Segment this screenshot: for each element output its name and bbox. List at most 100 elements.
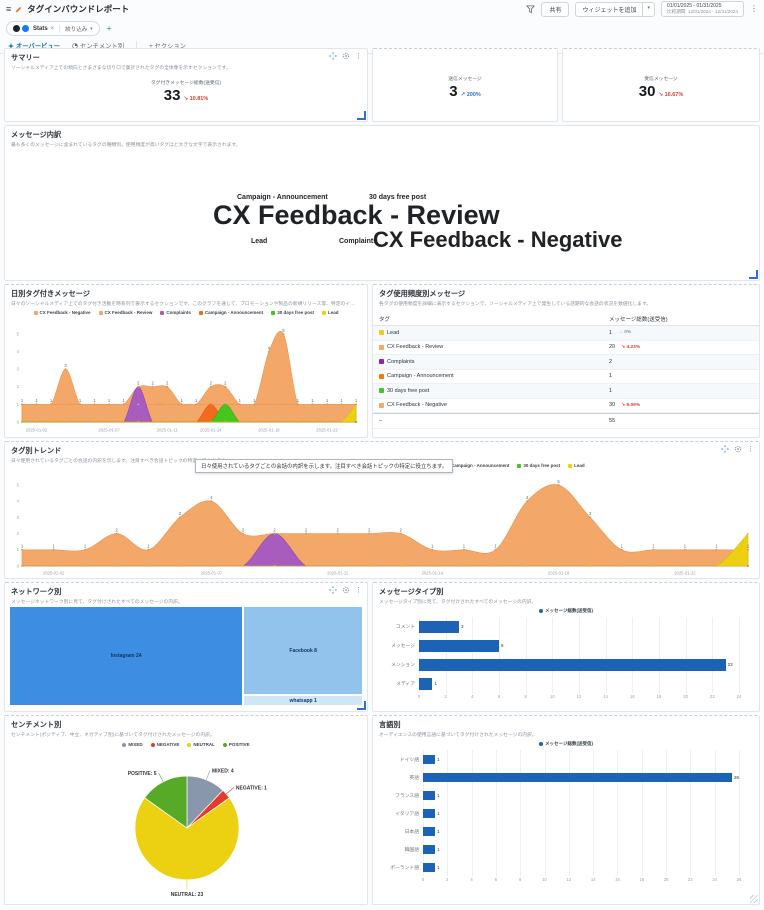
bar[interactable] <box>423 826 436 836</box>
pie-slice-positive[interactable] <box>144 775 188 829</box>
gear-icon[interactable] <box>734 445 742 453</box>
add-widget-button[interactable]: ウィジェットを追加 ▾ <box>575 1 655 17</box>
resize-handle[interactable] <box>749 270 758 279</box>
bar-value-label: 26 <box>733 774 739 780</box>
summary-widget: サマリー ソーシャルメディア上での傾向とさまざまな切り口で集計されたタグの全体像… <box>4 48 368 122</box>
legend-item[interactable]: Lead <box>321 310 338 315</box>
legend-swatch <box>517 463 522 468</box>
filter-icon[interactable] <box>526 4 536 14</box>
move-icon[interactable] <box>329 586 337 594</box>
legend-item[interactable]: CX Feedback - Negative <box>33 310 91 315</box>
svg-text:1: 1 <box>195 398 198 403</box>
svg-text:4: 4 <box>210 495 213 500</box>
bar-category-label: コメント <box>395 625 415 630</box>
tag-color-swatch <box>379 373 384 379</box>
network-widget: ネットワーク別 メッセージネットワーク別に見て、タグ付けされたすべてのメッセージ… <box>4 582 368 712</box>
legend-item[interactable]: MIXED <box>122 742 143 747</box>
move-icon[interactable] <box>721 445 729 453</box>
legend-item[interactable]: POSITIVE <box>222 742 250 747</box>
legend-item[interactable]: Complaints <box>160 310 191 315</box>
svg-text:1: 1 <box>21 544 24 549</box>
chevron-down-icon[interactable]: ▾ <box>642 2 654 16</box>
move-icon[interactable] <box>329 52 337 60</box>
gear-icon[interactable] <box>342 586 350 594</box>
table-row[interactable]: CX Feedback - Negative 30 ↘ 9.09% <box>373 399 759 413</box>
metric-value: 33 <box>163 87 181 104</box>
gear-icon[interactable] <box>342 52 350 60</box>
bar[interactable] <box>423 862 436 872</box>
svg-text:4: 4 <box>17 349 20 354</box>
svg-text:1: 1 <box>17 547 20 552</box>
resize-handle[interactable] <box>357 701 366 710</box>
table-row[interactable]: CX Feedback - Review 20 ↘ 4.23% <box>373 341 759 355</box>
panel-title: サマリー <box>11 53 40 62</box>
legend-item[interactable]: メッセージ総数(送受信) <box>539 608 593 614</box>
legend-item[interactable]: NEUTRAL <box>187 742 215 747</box>
treemap-tile-whatsapp[interactable]: whatsapp 1 <box>244 696 362 705</box>
bar[interactable] <box>419 658 726 671</box>
legend-item[interactable]: Lead <box>568 463 585 468</box>
legend-item[interactable]: Campaign - Announcement <box>198 310 263 315</box>
date-range-picker[interactable]: 01/01/2025 - 01/31/2025 比較期間: 12/01/2024… <box>661 0 744 18</box>
tag-name: Campaign - Announcement <box>387 373 454 380</box>
svg-text:1: 1 <box>50 398 53 403</box>
svg-text:2025-01-22: 2025-01-22 <box>674 571 696 576</box>
metric-label: 受信メッセージ <box>644 77 678 82</box>
panel-title: 言語別 <box>379 720 401 729</box>
kebab-icon[interactable]: ⋮ <box>355 52 362 60</box>
kebab-icon[interactable]: ⋮ <box>355 586 362 594</box>
legend-item[interactable]: Campaign - Announcement <box>445 463 509 468</box>
svg-text:1: 1 <box>311 398 314 403</box>
bar-value-label: 1 <box>437 792 440 798</box>
legend-item[interactable]: NEGATIVE <box>150 742 179 747</box>
legend-swatch <box>150 742 155 747</box>
chevron-down-icon[interactable]: ▾ <box>90 25 93 32</box>
bar[interactable] <box>423 808 436 818</box>
legend-item[interactable]: メッセージ総数(送受信) <box>539 741 593 747</box>
bar[interactable] <box>419 677 433 690</box>
avatar <box>21 24 30 33</box>
svg-text:3: 3 <box>17 367 20 372</box>
close-icon[interactable]: × <box>50 25 55 32</box>
bar[interactable] <box>419 620 459 633</box>
legend-item[interactable]: 30 days free post <box>271 310 314 315</box>
resize-handle[interactable] <box>750 895 758 903</box>
table-row[interactable]: 30 days free post 1 <box>373 384 759 399</box>
table-row[interactable]: Complaints 2 <box>373 355 759 370</box>
table-row[interactable]: Lead 1 → 0% <box>373 326 759 341</box>
pie-slice-neutral[interactable] <box>134 797 240 881</box>
bar-category-label: 日本語 <box>404 829 419 835</box>
treemap-tile-facebook[interactable]: Facebook 8 <box>244 607 362 695</box>
kebab-icon[interactable]: ⋮ <box>750 4 758 13</box>
share-button[interactable]: 共有 <box>541 1 570 17</box>
profile-filter-chip[interactable]: Stats × 絞り込み ▾ <box>6 21 100 36</box>
legend-item[interactable]: 30 days free post <box>517 463 560 468</box>
bar[interactable] <box>423 772 732 782</box>
add-widget-label[interactable]: ウィジェットを追加 <box>582 7 637 14</box>
tab-sentiment[interactable]: センチメント別 <box>72 41 124 53</box>
table-row[interactable]: Campaign - Announcement 1 <box>373 370 759 384</box>
bar[interactable] <box>419 639 499 652</box>
sentiment-widget: センチメント別 センチメント(ポジティブ、中立、ネガティブ別)に基づいてタグ付け… <box>4 715 368 905</box>
bar-row: メンション 23 <box>379 655 753 674</box>
panel-title: メッセージ内訳 <box>11 130 62 139</box>
sentiment-pie-chart: MIXED: 4 NEGATIVE: 1 NEUTRAL: 23 POSITIVE: … <box>7 746 367 898</box>
svg-text:2025-01-02: 2025-01-02 <box>26 428 48 433</box>
kebab-icon[interactable]: ⋮ <box>747 445 754 453</box>
legend-item[interactable]: CX Feedback - Review <box>98 310 152 315</box>
page-title: タグインバウンドレポート <box>27 4 130 14</box>
bar[interactable] <box>423 790 436 800</box>
resize-handle[interactable] <box>357 111 366 120</box>
treemap-tile-instagram[interactable]: Instagram 24 <box>10 607 243 705</box>
bar[interactable] <box>423 844 436 854</box>
menu-icon[interactable]: ≡ <box>6 4 12 14</box>
svg-text:2: 2 <box>305 527 308 532</box>
tab-add-section[interactable]: + セクション <box>149 41 186 53</box>
svg-text:4: 4 <box>17 499 20 504</box>
add-filter-button[interactable]: + <box>106 24 112 33</box>
compass-icon <box>8 42 14 49</box>
edit-icon[interactable] <box>15 5 23 13</box>
bar[interactable] <box>423 754 436 764</box>
legend-label: 30 days free post <box>523 463 561 468</box>
